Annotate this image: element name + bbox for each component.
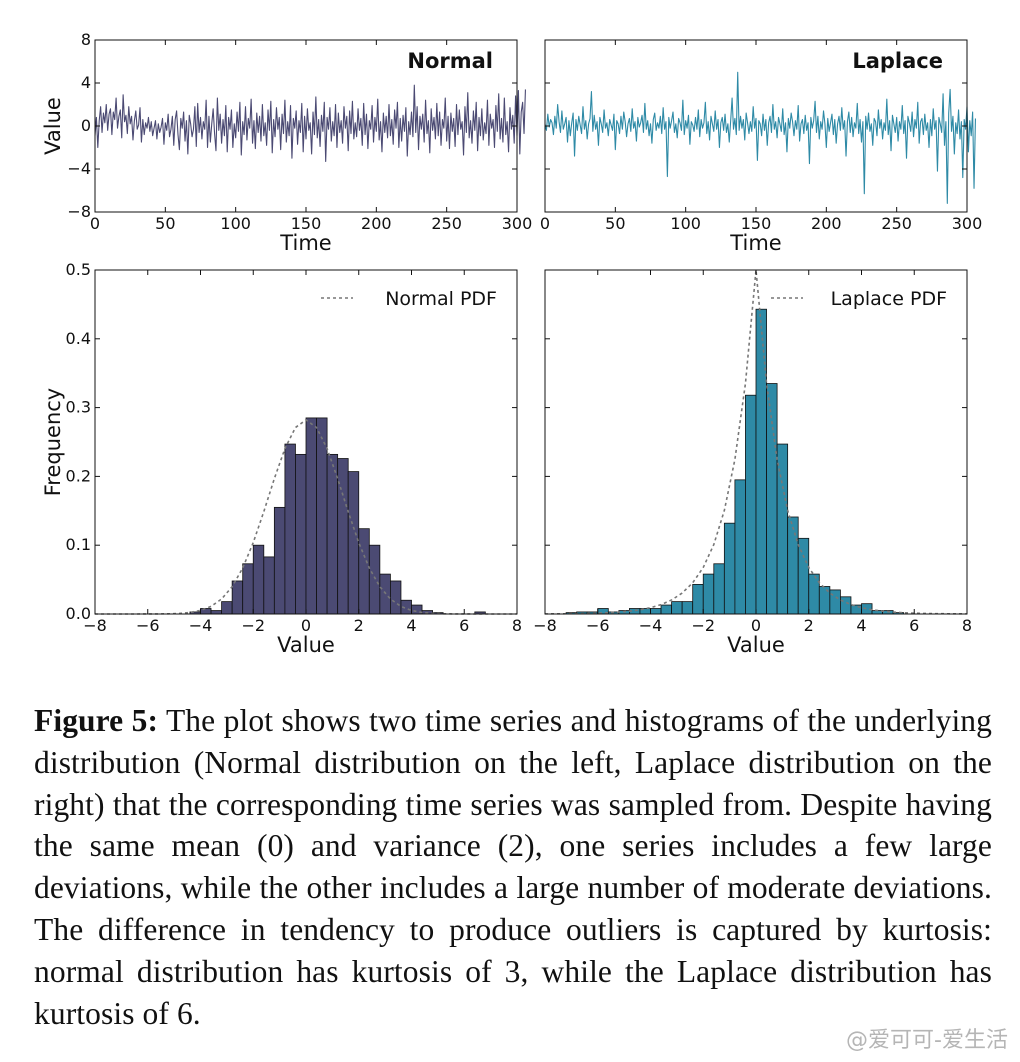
- hist-bar: [273, 506, 286, 615]
- x-tick-label: −4: [189, 616, 213, 635]
- x-tick-label: 150: [291, 214, 322, 233]
- x-tick-label: 6: [909, 616, 919, 635]
- hist-bar: [692, 584, 704, 615]
- hist-bar: [723, 522, 736, 615]
- hist-bar: [840, 596, 852, 615]
- y-tick-label: −8: [67, 202, 91, 221]
- pdf-curve: [95, 418, 517, 615]
- x-tick-label: 200: [361, 214, 392, 233]
- x-tick-label: 150: [741, 214, 772, 233]
- x-axis-label: Value: [277, 633, 335, 657]
- y-tick-label: 0.0: [66, 604, 91, 623]
- hist-bar: [347, 471, 360, 615]
- hist-bar: [808, 573, 820, 615]
- hist-bar: [305, 417, 317, 615]
- caption-text: The plot shows two time series and histo…: [34, 703, 992, 1031]
- caption-label: Figure 5:: [34, 703, 159, 738]
- x-tick-label: −6: [136, 616, 160, 635]
- hist-bar: [284, 443, 296, 615]
- hist-bar: [231, 580, 244, 615]
- x-tick-label: 2: [354, 616, 364, 635]
- x-tick-label: 6: [459, 616, 469, 635]
- hist-bar: [210, 610, 223, 615]
- series-line: [94, 84, 526, 163]
- hist-bar: [713, 563, 725, 615]
- hist-bar: [671, 601, 683, 615]
- x-tick-label: 300: [952, 214, 983, 233]
- x-tick-label: 250: [431, 214, 462, 233]
- x-tick-label: 8: [512, 616, 522, 635]
- hist-bar: [221, 601, 233, 615]
- x-tick-label: 300: [502, 214, 533, 233]
- x-tick-label: 100: [220, 214, 251, 233]
- x-tick-label: 50: [155, 214, 175, 233]
- x-tick-label: 2: [804, 616, 814, 635]
- hist-bar: [734, 479, 746, 615]
- y-tick-label: 0.5: [66, 260, 91, 279]
- hist-bar: [326, 453, 339, 615]
- x-tick-label: 8: [962, 616, 972, 635]
- watermark: @爱可可-爱生活: [846, 1028, 1008, 1053]
- x-tick-label: 100: [670, 214, 701, 233]
- x-tick-label: 4: [406, 616, 416, 635]
- y-tick-label: 0.1: [66, 535, 91, 554]
- chart-panel-3: Laplace PDF −8 −6 −4 −2 0 2 4 6 8 Value: [533, 269, 972, 657]
- y-tick-label: 0: [81, 116, 91, 135]
- x-tick-label: −4: [639, 616, 663, 635]
- hist-bar: [200, 608, 212, 615]
- x-axis-label: Time: [729, 231, 781, 255]
- y-tick-label: 4: [81, 73, 91, 92]
- figure-canvas: 0 50 100 150 200 250 300840−4−8TimeValueNormal…: [41, 30, 983, 657]
- chart-panel-2: Normal PDF −8 −6 −4 −2 0 2 4 6 8 0.0 0.1 0.2 0.3 0.4 0.…: [41, 260, 522, 657]
- x-tick-label: 200: [811, 214, 842, 233]
- hist-bar: [755, 308, 767, 615]
- chart-panel-0: 0 50 100 150 200 250 300 8 4 0 −4 −8 Time Value Normal: [41, 30, 532, 255]
- x-tick-label: 0: [751, 616, 761, 635]
- hist-bar: [368, 544, 381, 615]
- hist-bar: [660, 604, 672, 615]
- x-tick-label: −2: [241, 616, 265, 635]
- y-tick-label: 0.4: [66, 329, 91, 348]
- hist-bar: [358, 528, 370, 615]
- x-tick-label: 0: [540, 214, 550, 233]
- hist-bar: [850, 604, 862, 615]
- panel-title: Laplace: [852, 49, 943, 73]
- y-tick-label: −4: [67, 159, 91, 178]
- hist-bar: [650, 608, 662, 615]
- y-tick-label: 0.2: [66, 466, 91, 485]
- x-tick-label: 0: [301, 616, 311, 635]
- y-tick-label: 0.3: [66, 398, 91, 417]
- hist-bar: [389, 580, 402, 615]
- x-axis-label: Value: [727, 633, 785, 657]
- y-axis-label: Value: [41, 97, 65, 155]
- x-tick-label: −6: [586, 616, 610, 635]
- y-axis-label: Frequency: [41, 388, 65, 497]
- x-tick-label: 50: [605, 214, 625, 233]
- hist-bar: [263, 556, 275, 615]
- hist-bar: [745, 394, 757, 615]
- hist-bar: [242, 563, 254, 615]
- y-tick-label: 8: [81, 30, 91, 49]
- x-tick-label: 0: [90, 214, 100, 233]
- series-line: [544, 71, 976, 204]
- chart-panel-1: 0 50 100 150 200 250 300 Time Laplace: [540, 39, 983, 255]
- hist-bar: [295, 453, 307, 615]
- hist-bar: [681, 601, 694, 615]
- figure-caption: Figure 5: The plot shows two time series…: [34, 700, 992, 1034]
- legend-label: Laplace PDF: [831, 288, 947, 310]
- x-axis-label: Time: [279, 231, 331, 255]
- hist-bar: [787, 516, 799, 615]
- x-tick-label: 4: [856, 616, 866, 635]
- legend-label: Normal PDF: [385, 288, 497, 310]
- x-tick-label: 250: [881, 214, 912, 233]
- x-tick-label: −8: [83, 616, 107, 635]
- hist-bar: [797, 537, 810, 615]
- hist-bar: [702, 573, 715, 615]
- panel-title: Normal: [407, 49, 493, 73]
- x-tick-label: −8: [533, 616, 557, 635]
- hist-bar: [316, 417, 328, 615]
- x-tick-label: −2: [691, 616, 715, 635]
- hist-bar: [252, 544, 265, 615]
